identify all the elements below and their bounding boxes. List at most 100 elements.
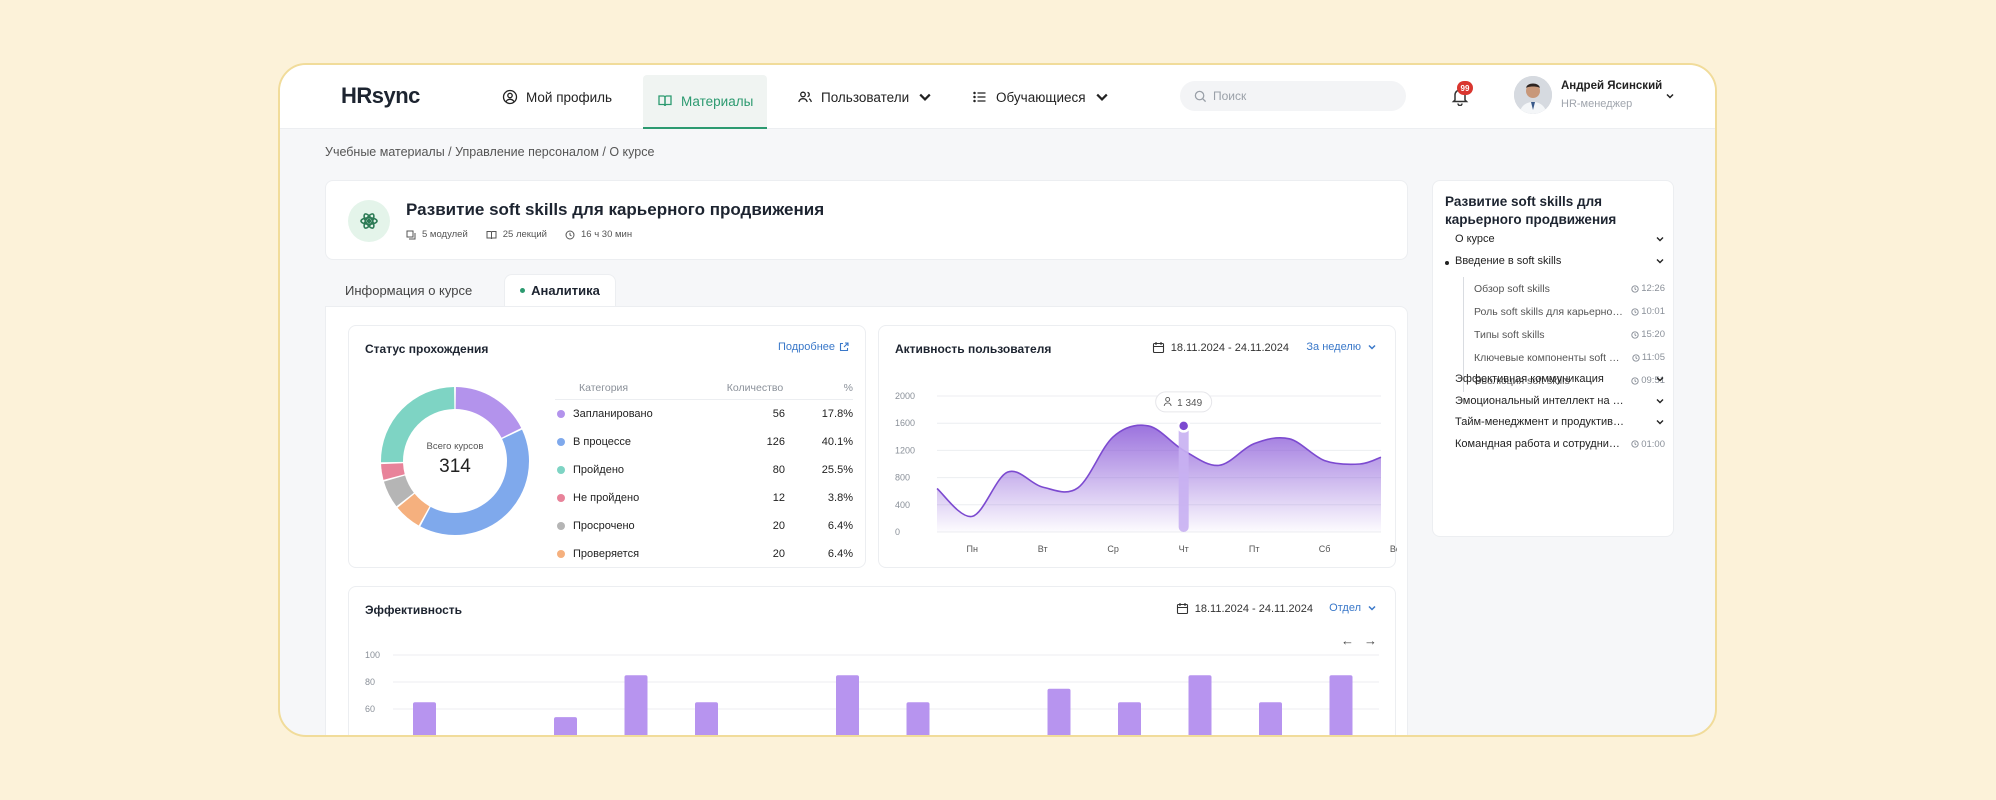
breadcrumb[interactable]: Учебные материалы / Управление персонало… <box>325 145 655 159</box>
y-tick-label: 60 <box>365 704 375 714</box>
chevron-down-icon <box>1656 259 1664 264</box>
bar <box>554 717 577 735</box>
lesson-duration-text: 11:05 <box>1641 352 1665 363</box>
course-title: Развитие soft skills для карьерного прод… <box>406 200 825 219</box>
lesson-title: Типы soft skills <box>1474 328 1545 341</box>
table-row: Запланировано 56 17.8% <box>555 400 853 428</box>
percent-cell: 6.4% <box>827 548 853 560</box>
modules-count: 5 модулей <box>422 229 468 240</box>
highlight-point <box>1176 419 1191 433</box>
chevron-down-icon <box>1368 344 1376 350</box>
activity-date-range[interactable]: 18.11.2024 - 24.11.2024 <box>1152 341 1289 354</box>
efficiency-bar-chart: 60 80 100 <box>365 650 1379 735</box>
status-card: Статус прохождения Подробнее Всего курсо… <box>348 325 866 568</box>
search-box[interactable] <box>1180 81 1406 111</box>
lesson-duration: 11:05 <box>1632 352 1665 363</box>
lesson-duration: 15:20 <box>1631 329 1665 340</box>
percent-cell: 17.8% <box>821 408 853 420</box>
tab-analytics[interactable]: Аналитика <box>504 274 616 306</box>
nav-materials[interactable]: Материалы <box>643 75 768 129</box>
chevron-down-icon <box>1656 377 1664 382</box>
count-cell: 126 <box>766 436 785 448</box>
course-meta: 5 модулей 25 лекций 16 ч 30 мин <box>406 229 632 240</box>
tab-course-info-label: Информация о курсе <box>345 282 473 298</box>
lesson-item[interactable]: Типы soft skills 15:20 <box>1463 323 1665 346</box>
lesson-item[interactable]: Обзор soft skills 12:26 <box>1463 277 1665 300</box>
percent-cell: 25.5% <box>821 464 853 476</box>
efficiency-date-range[interactable]: 18.11.2024 - 24.11.2024 <box>1176 602 1313 615</box>
lesson-duration-text: 01:00 <box>1641 438 1665 450</box>
sidebar-item-communication[interactable]: Эффективная коммуникация <box>1455 373 1665 385</box>
more-link[interactable]: Подробнее <box>778 341 849 353</box>
sidebar-item-about[interactable]: О курсе <box>1455 233 1665 245</box>
clock-icon <box>1632 353 1640 362</box>
search-input[interactable] <box>1213 89 1393 103</box>
bar <box>1259 702 1282 735</box>
sidebar-item-time[interactable]: Тайм-менеджмент и продуктивность <box>1455 416 1665 428</box>
chevron-down-icon <box>1368 605 1376 611</box>
duration-info: 16 ч 30 мин <box>565 229 632 240</box>
x-tick-label: Сб <box>1319 544 1331 554</box>
highlight-column <box>1178 425 1189 532</box>
nav-learners[interactable]: Обучающиеся <box>972 65 1110 129</box>
sidebar-title: Развитие soft skills для карьерного прод… <box>1445 194 1617 227</box>
user-circle-icon <box>502 89 518 105</box>
bar <box>836 675 859 735</box>
sidebar-item-intro[interactable]: Введение в soft skills <box>1455 255 1665 267</box>
notification-badge: 99 <box>1457 81 1473 95</box>
bar <box>695 702 718 735</box>
tab-course-info[interactable]: Информация о курсе <box>325 274 492 306</box>
donut-slice <box>455 387 522 438</box>
bar <box>1188 675 1212 735</box>
col-percent: % <box>843 381 853 394</box>
tooltip-value: 1 349 <box>1177 398 1202 409</box>
percent-cell: 3.8% <box>827 492 853 504</box>
lesson-duration: 01:00 <box>1631 439 1665 450</box>
clock-icon <box>1631 307 1639 316</box>
donut-slice <box>381 463 405 480</box>
y-tick-label: 1200 <box>895 445 915 455</box>
category-cell: Не пройдено <box>555 492 705 504</box>
sidebar-item-eq[interactable]: Эмоциональный интеллект на работе <box>1455 395 1665 407</box>
arrow-right-icon[interactable]: → <box>1364 633 1377 648</box>
efficiency-date-text: 18.11.2024 - 24.11.2024 <box>1194 602 1313 615</box>
avatar[interactable] <box>1514 76 1552 114</box>
y-tick-label: 400 <box>895 500 910 510</box>
course-header-card: Развитие soft skills для карьерного прод… <box>325 180 1408 260</box>
more-link-label: Подробнее <box>777 341 835 353</box>
donut-total-value: 314 <box>439 456 471 477</box>
lesson-duration-text: 10:01 <box>1641 306 1665 317</box>
lesson-item[interactable]: Ключевые компоненты soft skills 11:05 <box>1463 346 1665 369</box>
users-icon <box>798 91 812 103</box>
area-fill <box>937 425 1381 532</box>
chevron-down-icon <box>1656 399 1664 404</box>
chevron-down-icon[interactable] <box>1665 91 1675 101</box>
sidebar-item-teamwork[interactable]: Командная работа и сотрудничество 01:00 <box>1455 438 1665 450</box>
group-label: Отдел <box>1329 602 1361 614</box>
table-row: Просрочено 20 6.4% <box>555 512 853 540</box>
clock-icon <box>1631 284 1639 293</box>
y-tick-label: 0 <box>895 527 900 537</box>
users-icon <box>1163 396 1172 407</box>
bar <box>906 702 930 735</box>
category-name: Просрочено <box>573 520 635 532</box>
efficiency-title: Эффективность <box>365 603 463 617</box>
period-dropdown[interactable]: За неделю <box>1306 341 1377 353</box>
legend-swatch <box>557 466 565 474</box>
lesson-item[interactable]: Роль soft skills для карьерного роста 10:… <box>1463 300 1665 323</box>
lesson-title: Обзор soft skills <box>1474 282 1550 295</box>
group-dropdown[interactable]: Отдел <box>1329 602 1377 614</box>
legend-swatch <box>557 438 565 446</box>
nav-users[interactable]: Пользователи <box>797 65 933 129</box>
bar <box>413 702 436 735</box>
sidebar-item-label: Эмоциональный интеллект на работе <box>1455 395 1625 407</box>
logo-text: HRsync <box>341 83 420 108</box>
calendar-icon <box>1152 342 1164 354</box>
efficiency-card: Эффективность 18.11.2024 - 24.11.2024 От… <box>348 586 1396 735</box>
logo[interactable]: HRsync <box>341 83 420 109</box>
donut-slice <box>383 475 414 507</box>
nav-my-profile[interactable]: Мой профиль <box>502 65 612 129</box>
lesson-item[interactable]: Эволюция soft skills 09:51 <box>1463 369 1665 392</box>
percent-cell: 6.4% <box>827 520 853 532</box>
arrow-left-icon[interactable]: ← <box>1341 633 1354 648</box>
